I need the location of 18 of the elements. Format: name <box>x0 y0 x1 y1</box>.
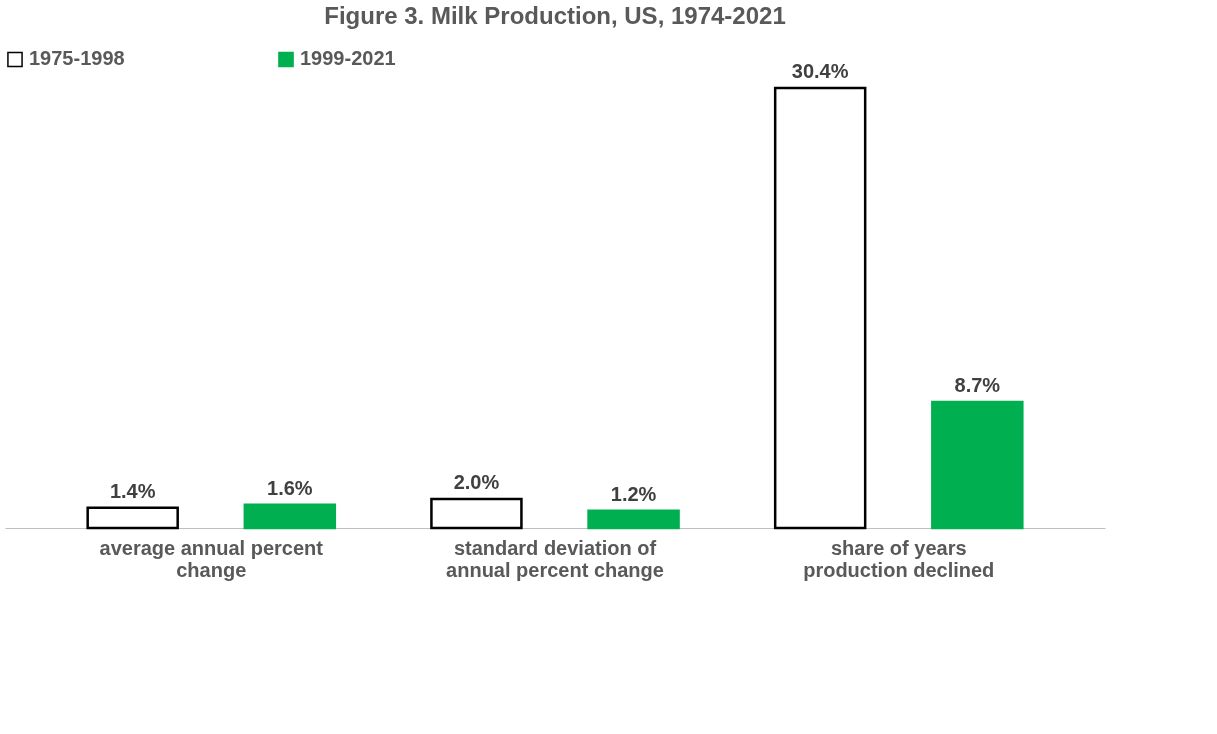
bar <box>86 506 179 530</box>
legend-label: 1975-1998 <box>29 47 125 70</box>
data-label: 8.7% <box>954 374 1001 397</box>
data-label: 30.4% <box>791 60 849 82</box>
chart-title: Figure 3. Milk Production, US, 1974-2021 <box>324 2 786 29</box>
bar <box>587 509 680 530</box>
bar <box>931 400 1024 530</box>
bar <box>773 86 867 530</box>
x-tick-label: average annual percent change <box>99 536 324 581</box>
x-tick-label: standard deviation of annual percent change <box>446 536 664 581</box>
data-label: 1.6% <box>267 476 313 499</box>
legend-label: 1999-2021 <box>300 47 396 70</box>
data-label: 1.2% <box>610 482 657 505</box>
data-label: 1.4% <box>109 479 156 502</box>
x-tick-label: share of years production declined <box>803 536 995 581</box>
data-label: 2.0% <box>453 471 500 494</box>
bar <box>243 503 337 530</box>
bar <box>430 497 523 530</box>
